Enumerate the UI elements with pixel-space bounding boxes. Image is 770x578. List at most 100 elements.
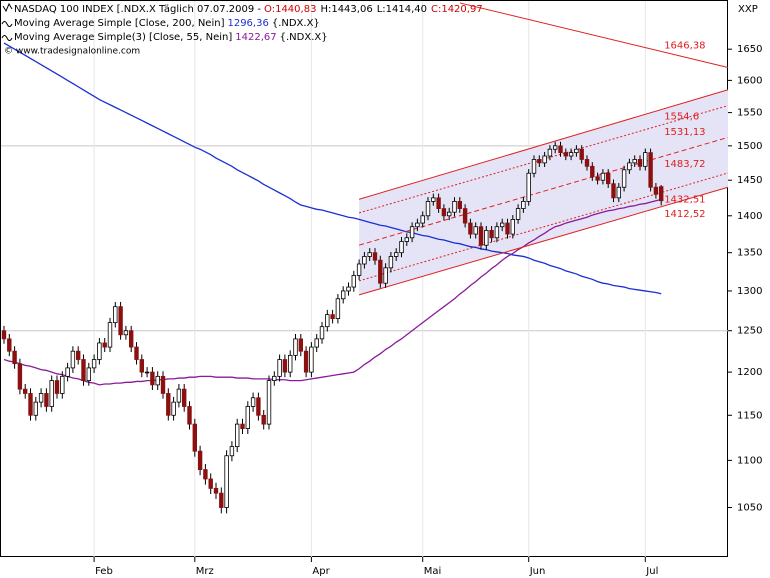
candle-body	[298, 338, 303, 352]
candle-body	[28, 393, 33, 416]
candle-body	[192, 423, 197, 452]
candle-body	[462, 208, 468, 224]
candle-body	[203, 469, 208, 480]
legend-suffix: {.NDX.X}	[280, 32, 328, 43]
candle-body	[65, 367, 70, 377]
ma-line	[3, 42, 662, 295]
candle-body	[383, 267, 388, 284]
candle-body	[478, 226, 484, 246]
corner-label: XXP	[738, 4, 758, 15]
candle-body	[558, 145, 563, 154]
ma-line	[3, 198, 662, 386]
candle-body	[584, 159, 590, 167]
candle-body	[12, 350, 17, 365]
candle-body	[44, 393, 49, 407]
header-quote: C:1420,97	[431, 4, 483, 15]
x-tick-label: Mai	[424, 566, 442, 577]
candle-body	[515, 208, 521, 220]
candle-body	[362, 256, 367, 265]
candle-body	[643, 152, 648, 167]
candle-body	[134, 346, 139, 360]
candle-body	[335, 298, 341, 320]
y-tick-label: 1600	[737, 75, 762, 86]
candle-body	[595, 176, 600, 181]
y-tick-label: 1050	[737, 503, 762, 514]
candle-body	[330, 314, 335, 320]
candle-body	[399, 241, 404, 254]
candle-body	[468, 222, 473, 235]
candle-body	[155, 375, 160, 386]
candle-body	[33, 401, 38, 416]
y-tick-label: 1250	[737, 326, 762, 337]
y-tick-label: 1350	[737, 248, 762, 259]
candle-body	[197, 450, 203, 471]
candle-body	[537, 159, 542, 164]
candle-body	[393, 252, 399, 257]
candle-body	[166, 393, 171, 416]
candle-body	[250, 397, 256, 407]
candle-body	[425, 201, 431, 217]
channel-label: 1554,6	[664, 112, 699, 123]
candle-body	[86, 367, 91, 382]
channel-label: 1412,52	[664, 209, 705, 220]
y-tick-label: 1100	[737, 455, 762, 466]
candle-body	[409, 226, 415, 239]
candle-body	[484, 229, 489, 246]
candle-body	[70, 350, 76, 369]
candle-body	[234, 423, 240, 448]
candle-body	[303, 350, 309, 373]
candle-body	[7, 338, 12, 352]
candle-body	[648, 152, 653, 188]
legend-name: Moving Average Simple [Close, 200, Nein]	[14, 18, 225, 29]
channel-line	[358, 172, 729, 282]
candle-body	[505, 222, 510, 235]
candle-body	[60, 375, 65, 394]
candle-body	[319, 326, 325, 340]
candle-body	[372, 252, 378, 261]
drawing-layer: 1554,61531,131483,721432,511412,521646,3…	[1, 1, 732, 562]
candle-body	[590, 165, 595, 178]
candle-body	[102, 342, 107, 348]
header-icon	[2, 2, 13, 13]
candle-body	[139, 359, 144, 373]
y-tick-label: 1650	[737, 44, 762, 55]
candle-body	[17, 363, 23, 390]
candle-body	[616, 186, 621, 199]
candle-body	[521, 201, 526, 209]
y-tick-label: 1550	[737, 108, 762, 119]
candle-body	[553, 145, 558, 150]
candle-body	[144, 371, 150, 374]
candle-body	[219, 492, 224, 508]
candle-body	[261, 414, 266, 425]
candle-body	[388, 256, 394, 269]
channel-line	[358, 186, 729, 296]
watermark: © www.tradesignalonline.com	[4, 47, 140, 57]
candle-body	[171, 401, 176, 416]
y-tick-label: 1150	[737, 410, 762, 421]
candle-body	[637, 159, 643, 167]
candle-body	[431, 197, 436, 202]
candle-body	[627, 162, 632, 171]
candle-body	[568, 152, 574, 157]
candle-body	[309, 346, 314, 373]
legend-suffix: {.NDX.X}	[272, 18, 320, 29]
candle-body	[611, 183, 616, 199]
candle-body	[293, 338, 298, 356]
candle-body	[240, 423, 245, 429]
candle-body	[181, 388, 187, 407]
candle-body	[436, 197, 441, 209]
candle-body	[229, 446, 235, 457]
candle-body	[97, 342, 102, 360]
candle-body	[600, 172, 606, 181]
candle-body	[1, 330, 7, 340]
candle-body	[446, 211, 452, 217]
candle-body	[547, 148, 553, 157]
channel-line	[358, 89, 729, 200]
y-tick-label: 1300	[737, 286, 762, 297]
candle-body	[378, 259, 383, 284]
candle-body	[531, 159, 537, 174]
candle-body	[91, 359, 97, 369]
candle-body	[452, 201, 457, 213]
y-tick-label: 1400	[737, 211, 762, 222]
